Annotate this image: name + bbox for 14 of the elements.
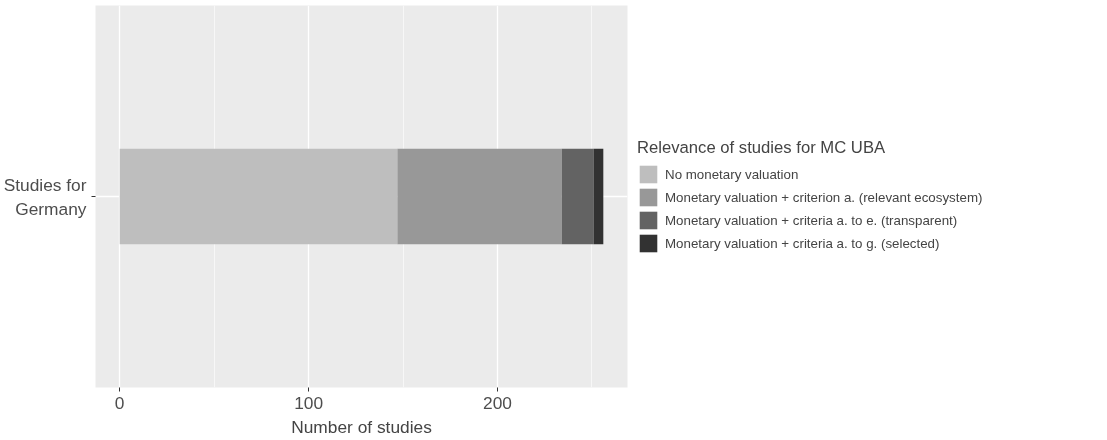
y-tick-label: Studies for Germany xyxy=(3,174,87,219)
legend-label: Monetary valuation + criteria a. to e. (transparent) xyxy=(665,212,958,228)
legend-title: Relevance of studies for MC UBA xyxy=(637,138,887,158)
bar xyxy=(593,148,604,245)
bar xyxy=(119,148,398,245)
x-tick-label: 200 xyxy=(483,392,512,413)
x-axis-title: Number of studies xyxy=(291,416,433,437)
x-tick-label: 0 xyxy=(114,392,125,413)
legend-label: Monetary valuation + criteria a. to g. (selected) xyxy=(665,235,940,251)
legend-label: Monetary valuation + criterion a. (relevant ecosystem) xyxy=(665,189,983,205)
x-tick-label: 100 xyxy=(294,392,324,413)
bar xyxy=(561,148,594,245)
legend-label: No monetary valuation xyxy=(665,166,799,182)
bar xyxy=(397,148,562,245)
